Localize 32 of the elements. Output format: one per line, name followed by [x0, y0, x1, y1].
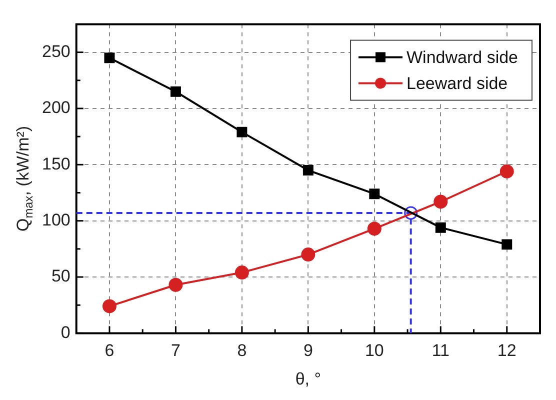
x-tick-label: 12 [497, 341, 516, 360]
x-tick-label: 6 [104, 341, 114, 360]
x-tick-label: 9 [303, 341, 313, 360]
x-axis-title: θ, ° [295, 369, 322, 388]
x-tick-label: 7 [170, 341, 180, 360]
point [500, 164, 514, 178]
point [102, 299, 116, 314]
point [434, 194, 448, 209]
y-tick-label: 150 [42, 154, 70, 174]
y-tick-label: 250 [42, 42, 70, 61]
point [302, 165, 314, 176]
point [367, 222, 382, 236]
point [104, 52, 115, 64]
y-tick-label: 0 [60, 322, 70, 342]
y-axis-title: Qmax, (kW/m²) [14, 126, 36, 232]
legend-label: Leeward side [406, 74, 508, 93]
legend-label: Windward side [406, 48, 518, 67]
y-tick-label: 100 [42, 210, 70, 230]
point [236, 126, 248, 138]
x-tick-label: 10 [364, 341, 384, 360]
point [369, 188, 380, 200]
y-tick-label: 200 [42, 98, 70, 118]
x-tick-label: 11 [432, 341, 450, 360]
point [301, 248, 316, 262]
point [234, 266, 249, 280]
point [435, 222, 446, 233]
x-tick-label: 8 [237, 341, 247, 360]
point [502, 239, 512, 250]
point [168, 278, 183, 292]
point [170, 86, 181, 97]
point [404, 206, 418, 220]
y-tick-label: 50 [51, 266, 70, 286]
